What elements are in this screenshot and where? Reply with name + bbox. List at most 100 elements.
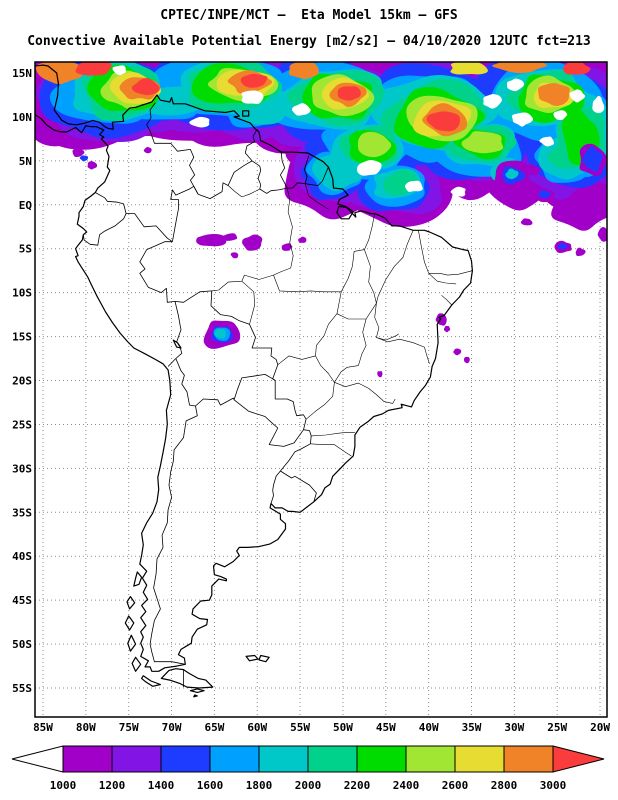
country-border <box>139 241 176 303</box>
cape-blob-hole <box>539 136 555 147</box>
country-border <box>174 301 183 359</box>
colorbar-segment <box>258 745 309 773</box>
colorbar-label: 1000 <box>50 779 77 792</box>
state-border <box>315 313 338 356</box>
coastline <box>336 205 354 220</box>
coastline <box>160 668 214 689</box>
state-border <box>273 188 294 276</box>
cape-blob-1000 <box>298 236 307 243</box>
colorbar-arrow-right <box>552 745 605 773</box>
cape-blob-1000 <box>443 325 451 333</box>
colorbar-segment <box>160 745 211 773</box>
country-border <box>233 399 304 447</box>
cape-blob-3000 <box>563 62 591 75</box>
cape-blob-hole <box>291 103 311 116</box>
lat-tick-label: 5S <box>19 243 32 256</box>
lon-tick-label: 75W <box>119 721 139 734</box>
state-border <box>374 303 399 341</box>
lat-tick-label: 10N <box>12 111 32 124</box>
state-border <box>364 249 377 304</box>
colorbar-label: 2200 <box>344 779 371 792</box>
colorbar-label: 2000 <box>295 779 322 792</box>
coastline <box>258 654 270 663</box>
state-border <box>334 318 367 383</box>
lat-tick-label: 10S <box>12 287 32 300</box>
cape-blob-2800 <box>288 62 319 80</box>
colorbar-segment <box>356 745 407 773</box>
cape-blob-hole <box>592 95 605 114</box>
coastline <box>172 339 182 349</box>
coastline <box>127 634 137 652</box>
lon-tick-label: 25W <box>547 721 567 734</box>
country-border <box>280 470 317 502</box>
coastline <box>245 654 259 662</box>
country-border <box>233 374 276 400</box>
lat-tick-label: 25S <box>12 418 32 431</box>
country-border <box>146 102 199 195</box>
colorbar-segment <box>209 745 260 773</box>
cape-blob-hole <box>112 65 126 76</box>
lon-tick-label: 85W <box>33 721 53 734</box>
colorbar-label: 1600 <box>197 779 224 792</box>
cape-blob-2800 <box>492 62 547 74</box>
lat-tick-label: 5N <box>19 155 32 168</box>
lon-tick-label: 35W <box>462 721 482 734</box>
cape-blob-hole <box>506 78 525 92</box>
country-border <box>170 185 199 242</box>
country-border <box>175 358 196 407</box>
colorbar-label: 1800 <box>246 779 273 792</box>
lon-tick-label: 30W <box>504 721 524 734</box>
cape-blob-hole <box>511 112 534 127</box>
country-border <box>195 397 235 407</box>
country-border <box>251 160 288 194</box>
latitude-labels: 15N 10N 5N EQ 5S 10S 15S 20S 25S 30S 35S 40S 45S 50S 5… <box>12 67 32 695</box>
lon-tick-label: 65W <box>204 721 224 734</box>
country-border <box>82 213 127 246</box>
cape-blob-hole <box>569 89 586 103</box>
state-border <box>376 230 414 304</box>
cape-blob-hole <box>189 116 210 128</box>
colorbar-label: 2800 <box>491 779 518 792</box>
lon-tick-label: 60W <box>247 721 267 734</box>
lon-tick-label: 80W <box>76 721 96 734</box>
cape-blob-1800 <box>312 152 365 192</box>
coastline <box>189 688 205 693</box>
state-border <box>340 251 355 292</box>
colorbar-label: 1200 <box>99 779 126 792</box>
cape-blob-hole <box>450 186 466 197</box>
coastline <box>133 571 143 587</box>
country-border <box>274 380 307 430</box>
state-border <box>354 213 375 252</box>
state-borders <box>211 183 473 457</box>
lat-tick-label: 55S <box>12 682 32 695</box>
lat-tick-label: 40S <box>12 550 32 563</box>
colorbar-segment <box>405 745 456 773</box>
chart-subtitle: Convective Available Potential Energy [m… <box>27 34 591 49</box>
cape-blob-1000 <box>281 243 293 251</box>
lon-tick-label: 45W <box>376 721 396 734</box>
colorbar-label: 2600 <box>442 779 469 792</box>
lat-tick-label: 15N <box>12 67 32 80</box>
cape-blob-1000 <box>143 146 152 154</box>
cape-blob-1000 <box>230 252 239 259</box>
lon-tick-label: 55W <box>290 721 310 734</box>
country-border <box>197 160 253 199</box>
colorbar-segment <box>454 745 505 773</box>
coastline <box>35 64 473 672</box>
longitude-labels: 85W 80W 75W 70W 65W 60W 55W 50W 45W 40W 35W 30W 25W 2… <box>33 721 610 734</box>
lon-tick-label: 70W <box>162 721 182 734</box>
state-border <box>441 295 453 306</box>
lon-tick-label: 20W <box>590 721 610 734</box>
colorbar-arrow-left <box>11 745 64 773</box>
state-border <box>241 280 255 325</box>
cape-blob-1800 <box>505 168 519 180</box>
cape-blob-1000 <box>72 147 85 158</box>
cape-blob-1000 <box>220 233 238 241</box>
colorbar-label: 3000 <box>540 779 567 792</box>
state-border <box>334 382 396 404</box>
country-border <box>280 429 312 472</box>
map-frame <box>34 61 608 718</box>
cape-blob-2400 <box>357 131 392 158</box>
